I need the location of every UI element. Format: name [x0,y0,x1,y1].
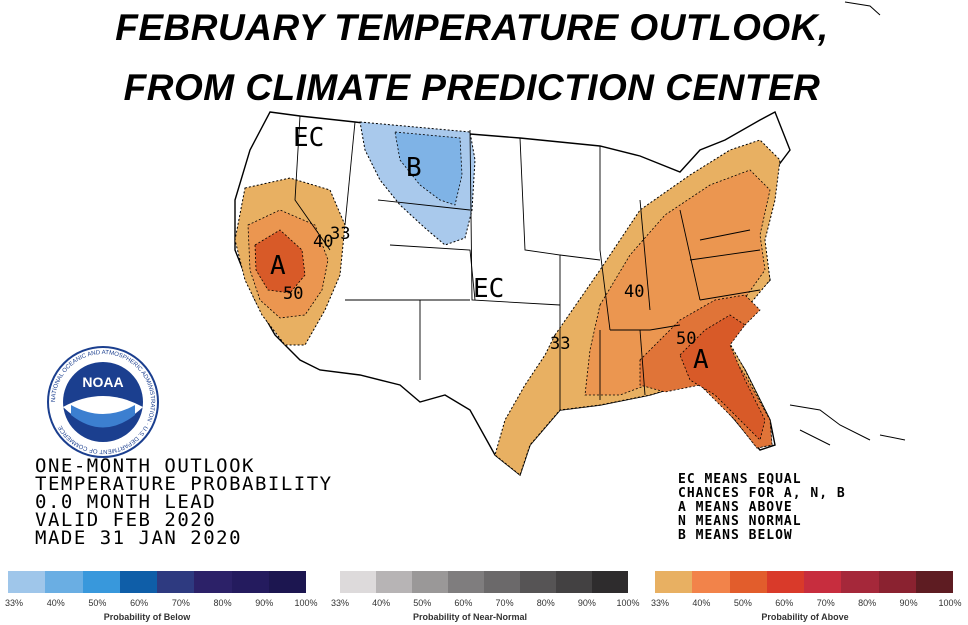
legend-below-bar [8,571,306,593]
noaa-logo-name: NOAA [82,374,123,390]
headline-line-1: FEBRUARY TEMPERATURE OUTLOOK, [115,7,829,48]
contour-label: 33 [550,334,570,354]
contour-label: 33 [330,224,350,244]
legend-swatch [448,571,484,593]
legend-swatch [655,571,693,593]
legend-above-title: Probability of Above [761,612,849,622]
legend-tick-label: 100% [938,598,962,608]
legend-tick-label: 40% [372,598,391,608]
legend-swatch [692,571,730,593]
legend-swatch [157,571,195,593]
legend-tick-label: 50% [413,598,432,608]
legend-swatch [592,571,628,593]
legend-tick-label: 33% [4,598,24,608]
legend-tick-label: 70% [171,598,190,608]
legend-tick-label: 60% [130,598,149,608]
legend-tick-label: 40% [692,598,711,608]
legend-swatch [841,571,879,593]
legend-tick-label: 70% [816,598,835,608]
legend-tick-label: 80% [536,598,555,608]
legend-swatch [376,571,412,593]
legend-tick-label: 50% [733,598,752,608]
legend-tick-label: 70% [495,598,514,608]
legend-below-title: Probability of Below [103,612,191,622]
legend-tick-label: 60% [775,598,794,608]
legend-tick-label: 80% [858,598,877,608]
above-label-west: A [270,251,286,281]
legend-tick-label: 33% [330,598,350,608]
contour-label: 40 [624,282,644,302]
legend-normal-ticks: 33% 40% 50% 60% 70% 80% 90% 100% [331,598,640,610]
ec-label-central: EC [473,274,504,304]
outlook-line: TEMPERATURE PROBABILITY [35,473,333,495]
ec-note-line: B MEANS BELOW [678,528,793,543]
headline-line-2: FROM CLIMATE PREDICTION CENTER [123,67,821,108]
legend-tick-label: 100% [616,598,640,608]
legend-swatch [8,571,46,593]
legend-swatch [915,571,953,593]
above-region-east [494,139,781,476]
legend-tick-label: 80% [213,598,232,608]
state-borders [294,115,761,410]
legend-tick-label: 50% [88,598,107,608]
legend-tick-label: 90% [577,598,596,608]
outlook-line: 0.0 MONTH LEAD [35,491,217,513]
legend-swatch [556,571,592,593]
outlook-line: VALID FEB 2020 [35,509,217,531]
legend-above-ticks: 33% 40% 50% 60% 70% 80% 90% 100% [651,598,962,610]
caribbean-islands [789,1,906,446]
ec-note-line: A MEANS ABOVE [678,500,793,515]
legend-normal-title: Probability of Near-Normal [412,612,528,622]
legend-swatch [804,571,842,593]
legend-swatch [520,571,556,593]
legend-swatch [82,571,120,593]
ec-note-line: EC MEANS EQUAL [678,472,802,487]
below-region [359,121,476,246]
noaa-logo: NOAA NATIONAL OCEANIC AND ATMOSPHERIC AD… [47,346,159,458]
contour-label: 50 [283,284,303,304]
legend-swatch [268,571,306,593]
legend-tick-label: 90% [899,598,918,608]
above-label-southeast: A [693,345,709,375]
legend-swatch [340,571,376,593]
ec-label-northwest: EC [293,123,324,153]
legend-tick-label: 60% [454,598,473,608]
outlook-line: ONE-MONTH OUTLOOK [35,455,255,477]
legend-swatch [194,571,232,593]
legend-swatch [412,571,448,593]
ec-note-line: N MEANS NORMAL [678,514,802,529]
contour-label: 50 [676,329,696,349]
ec-note-line: CHANCES FOR A, N, B [678,486,846,501]
legend-normal-bar [340,571,628,593]
legend-tick-label: 90% [255,598,274,608]
below-label: B [406,153,422,183]
legend-tick-label: 100% [294,598,318,608]
legend-swatch [231,571,269,593]
legend-below-ticks: 33% 40% 50% 60% 70% 80% 90% 100% [5,598,318,610]
legend-swatch [119,571,157,593]
legend-swatch [45,571,83,593]
legend-swatch [729,571,767,593]
legend-tick-label: 40% [46,598,65,608]
outlook-line: MADE 31 JAN 2020 [35,527,243,549]
legend-swatch [878,571,916,593]
legend-tick-label: 33% [650,598,670,608]
above-region-west [234,177,346,346]
legend-above-bar [655,571,953,593]
legend-swatch [484,571,520,593]
legend-swatch [766,571,804,593]
contour-label: 40 [313,232,333,252]
